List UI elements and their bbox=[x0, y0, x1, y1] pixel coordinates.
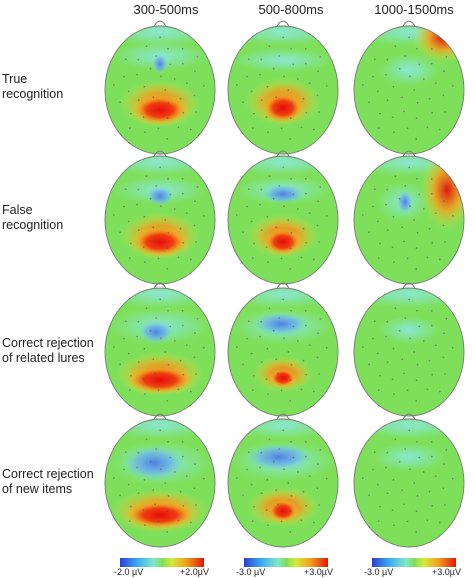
row-label-1-line1: True bbox=[2, 72, 28, 86]
colorbar-3-min-label: -3.0 µV bbox=[364, 567, 394, 577]
row-label-3: Correct rejection of related lures bbox=[2, 336, 94, 366]
row-label-1-line2: recognition bbox=[2, 87, 64, 101]
activation-blob bbox=[379, 316, 439, 344]
scalp-map-r4-c2 bbox=[227, 413, 339, 548]
activation-blob bbox=[261, 184, 305, 204]
activation-blob bbox=[269, 368, 297, 388]
scalp-map-r2-c2 bbox=[227, 150, 339, 285]
activation-blob bbox=[263, 228, 303, 256]
scalp-map-r2-c3 bbox=[353, 150, 465, 285]
scalp-map-r3-c1 bbox=[104, 282, 216, 417]
activation-blob bbox=[152, 54, 168, 74]
activation-blob bbox=[253, 312, 309, 336]
colorbar-2-max-label: +3.0µV bbox=[304, 567, 333, 577]
activation-blob bbox=[421, 156, 464, 230]
activation-blob bbox=[124, 365, 196, 395]
colorbar-1-max-label: +2.0µV bbox=[180, 567, 209, 577]
activation-blob bbox=[122, 445, 186, 481]
row-label-4-line2: of new items bbox=[2, 482, 73, 496]
scalp-map-r4-c3 bbox=[353, 413, 465, 548]
colorbar-2 bbox=[244, 558, 328, 567]
scalp-map-r3-c3 bbox=[353, 282, 465, 417]
column-header-2: 500-800ms bbox=[258, 2, 324, 17]
row-label-2-line1: False bbox=[2, 203, 33, 217]
colorbar-1 bbox=[120, 558, 204, 567]
activation-blob bbox=[122, 500, 198, 530]
row-label-1: True recognition bbox=[2, 72, 63, 102]
row-label-3-line1: Correct rejection bbox=[2, 336, 94, 350]
row-label-4: Correct rejection of new items bbox=[2, 467, 94, 497]
activation-blob bbox=[245, 443, 313, 471]
colorbar-1-min-label: -2.0 µV bbox=[114, 567, 144, 577]
scalp-map-r1-c3 bbox=[353, 20, 465, 155]
activation-blob bbox=[138, 320, 174, 344]
activation-blob bbox=[261, 92, 305, 124]
activation-blob bbox=[267, 499, 299, 523]
row-label-3-line2: of related lures bbox=[2, 351, 85, 365]
activation-blob bbox=[397, 190, 413, 214]
scalp-map-r4-c1 bbox=[104, 413, 216, 548]
colorbar-2-min-label: -3.0 µV bbox=[236, 567, 266, 577]
column-header-1: 300-500ms bbox=[133, 2, 199, 17]
column-header-3: 1000-1500ms bbox=[374, 2, 454, 17]
row-label-2: False recognition bbox=[2, 203, 63, 233]
activation-blob bbox=[146, 186, 174, 206]
colorbar-3-max-label: +3.0µV bbox=[432, 567, 461, 577]
activation-blob bbox=[413, 26, 464, 62]
activation-blob bbox=[233, 48, 333, 72]
scalp-map-r1-c1 bbox=[104, 20, 216, 155]
scalp-map-r3-c2 bbox=[227, 282, 339, 417]
activation-blob bbox=[379, 54, 439, 86]
scalp-map-r2-c1 bbox=[104, 150, 216, 285]
activation-blob bbox=[373, 443, 445, 471]
activation-blob bbox=[130, 94, 190, 126]
row-label-4-line1: Correct rejection bbox=[2, 467, 94, 481]
colorbar-3 bbox=[372, 558, 456, 567]
activation-blob bbox=[130, 226, 190, 258]
scalp-map-r1-c2 bbox=[227, 20, 339, 155]
row-label-2-line2: recognition bbox=[2, 218, 64, 232]
